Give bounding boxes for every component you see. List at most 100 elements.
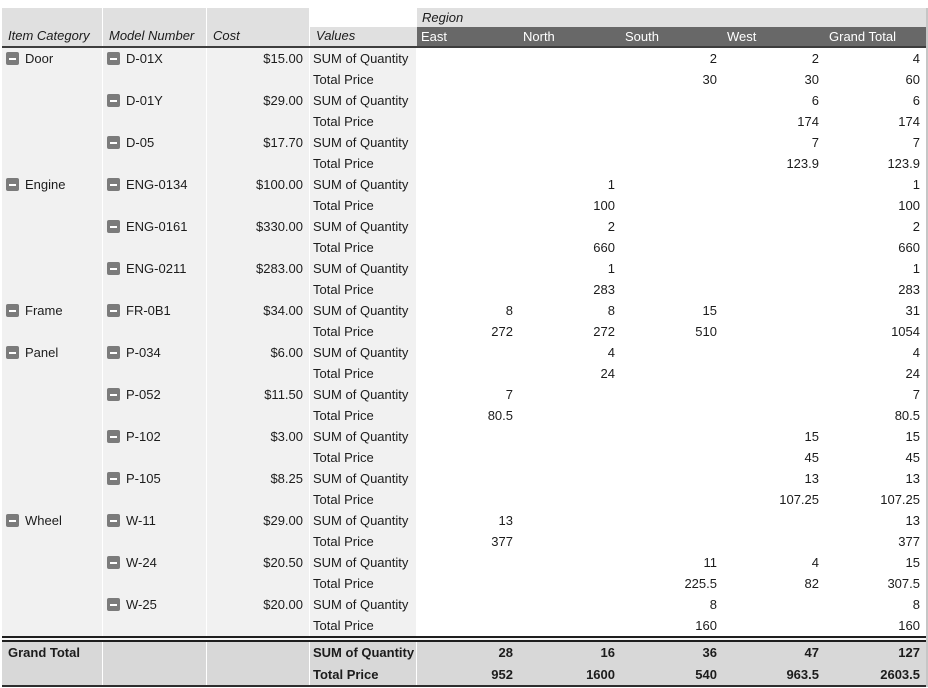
category-cell[interactable] [2, 468, 103, 489]
value-cell-north[interactable] [519, 90, 621, 111]
collapse-minus-icon[interactable] [107, 514, 120, 527]
measure-label-cell[interactable]: SUM of Quantity [310, 510, 417, 531]
value-cell-east[interactable] [417, 153, 519, 174]
cost-cell[interactable]: $34.00 [207, 300, 310, 321]
category-cell[interactable] [2, 69, 103, 90]
value-cell-north[interactable] [519, 531, 621, 552]
category-cell[interactable] [2, 132, 103, 153]
model-cell[interactable] [103, 363, 207, 384]
cost-cell[interactable]: $100.00 [207, 174, 310, 195]
cost-cell[interactable] [207, 573, 310, 594]
value-cell-west[interactable] [723, 174, 825, 195]
value-cell-grand-total[interactable]: 377 [825, 531, 926, 552]
model-cell[interactable]: P-102 [103, 426, 207, 447]
model-cell[interactable]: D-01Y [103, 90, 207, 111]
value-cell-east[interactable] [417, 174, 519, 195]
value-cell-grand-total[interactable]: 7 [825, 132, 926, 153]
value-cell-south[interactable] [621, 90, 723, 111]
category-cell[interactable] [2, 552, 103, 573]
value-cell-west[interactable]: 174 [723, 111, 825, 132]
cost-cell[interactable]: $29.00 [207, 510, 310, 531]
value-cell-south[interactable] [621, 468, 723, 489]
header-region-east[interactable]: East [417, 27, 519, 46]
value-cell-grand-total[interactable]: 24 [825, 363, 926, 384]
value-cell-east[interactable] [417, 195, 519, 216]
model-cell[interactable]: W-11 [103, 510, 207, 531]
value-cell-south[interactable]: 510 [621, 321, 723, 342]
value-cell-south[interactable] [621, 216, 723, 237]
header-item-category[interactable]: Item Category [2, 8, 103, 46]
grand-total-measure-cell[interactable]: SUM of Quantity [310, 642, 417, 664]
measure-label-cell[interactable]: Total Price [310, 195, 417, 216]
value-cell-west[interactable] [723, 258, 825, 279]
collapse-minus-icon[interactable] [6, 178, 19, 191]
cost-cell[interactable] [207, 531, 310, 552]
value-cell-east[interactable] [417, 237, 519, 258]
grand-total-value-cell-north[interactable]: 16 [600, 645, 615, 660]
header-region-north[interactable]: North [519, 27, 621, 46]
collapse-minus-icon[interactable] [107, 430, 120, 443]
measure-label-cell[interactable]: Total Price [310, 363, 417, 384]
header-region-south[interactable]: South [621, 27, 723, 46]
measure-label-cell[interactable]: Total Price [310, 321, 417, 342]
value-cell-west[interactable] [723, 531, 825, 552]
measure-label-cell[interactable]: Total Price [310, 153, 417, 174]
cost-cell[interactable] [207, 279, 310, 300]
value-cell-south[interactable]: 15 [621, 300, 723, 321]
value-cell-west[interactable]: 6 [723, 90, 825, 111]
category-cell[interactable] [2, 426, 103, 447]
value-cell-west[interactable]: 123.9 [723, 153, 825, 174]
measure-label-cell[interactable]: SUM of Quantity [310, 426, 417, 447]
value-cell-east[interactable] [417, 363, 519, 384]
category-cell[interactable] [2, 594, 103, 615]
value-cell-west[interactable]: 82 [723, 573, 825, 594]
cost-cell[interactable]: $15.00 [207, 48, 310, 69]
value-cell-south[interactable] [621, 447, 723, 468]
model-cell[interactable] [103, 405, 207, 426]
value-cell-west[interactable]: 7 [723, 132, 825, 153]
model-cell[interactable] [103, 573, 207, 594]
value-cell-east[interactable] [417, 216, 519, 237]
value-cell-south[interactable] [621, 174, 723, 195]
value-cell-north[interactable] [519, 69, 621, 90]
model-cell[interactable] [103, 111, 207, 132]
value-cell-grand-total[interactable]: 1 [825, 174, 926, 195]
value-cell-east[interactable] [417, 552, 519, 573]
collapse-minus-icon[interactable] [107, 94, 120, 107]
value-cell-grand-total[interactable]: 15 [825, 426, 926, 447]
collapse-minus-icon[interactable] [107, 136, 120, 149]
value-cell-south[interactable] [621, 363, 723, 384]
collapse-minus-icon[interactable] [107, 220, 120, 233]
value-cell-east[interactable] [417, 489, 519, 510]
value-cell-west[interactable] [723, 300, 825, 321]
value-cell-west[interactable]: 15 [723, 426, 825, 447]
grand-total-value-cell-west[interactable]: 963.5 [786, 666, 819, 682]
value-cell-south[interactable]: 160 [621, 615, 723, 636]
value-cell-north[interactable]: 100 [519, 195, 621, 216]
grand-total-measure-cell[interactable]: Total Price [310, 663, 417, 685]
model-cell[interactable] [103, 531, 207, 552]
cost-cell[interactable] [207, 195, 310, 216]
collapse-minus-icon[interactable] [6, 514, 19, 527]
collapse-minus-icon[interactable] [107, 178, 120, 191]
value-cell-west[interactable] [723, 594, 825, 615]
measure-label-cell[interactable]: Total Price [310, 489, 417, 510]
value-cell-west[interactable]: 45 [723, 447, 825, 468]
collapse-minus-icon[interactable] [107, 556, 120, 569]
value-cell-south[interactable] [621, 426, 723, 447]
grand-total-value-cell-south[interactable]: 36 [702, 645, 717, 660]
value-cell-west[interactable]: 13 [723, 468, 825, 489]
measure-label-cell[interactable]: Total Price [310, 237, 417, 258]
value-cell-north[interactable]: 4 [519, 342, 621, 363]
value-cell-south[interactable] [621, 258, 723, 279]
model-cell[interactable] [103, 615, 207, 636]
model-cell[interactable]: FR-0B1 [103, 300, 207, 321]
cost-cell[interactable]: $17.70 [207, 132, 310, 153]
cost-cell[interactable]: $283.00 [207, 258, 310, 279]
value-cell-grand-total[interactable]: 283 [825, 279, 926, 300]
model-cell[interactable]: W-24 [103, 552, 207, 573]
collapse-minus-icon[interactable] [107, 472, 120, 485]
measure-label-cell[interactable]: SUM of Quantity [310, 132, 417, 153]
value-cell-grand-total[interactable]: 15 [825, 552, 926, 573]
value-cell-south[interactable] [621, 384, 723, 405]
